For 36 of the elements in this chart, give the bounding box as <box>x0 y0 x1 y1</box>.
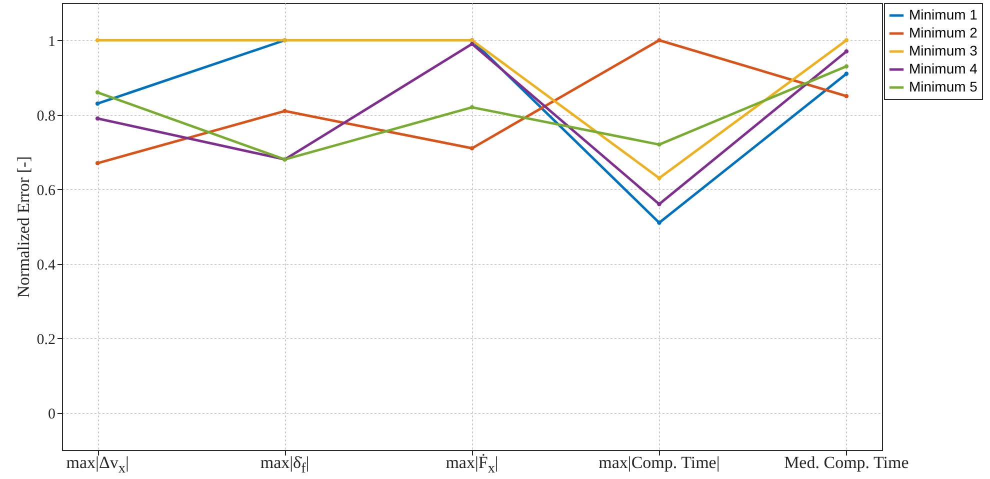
x-tick-label: max|Δv$_{x}$| <box>66 453 129 478</box>
point <box>657 220 662 225</box>
legend-label: Minimum 1 <box>909 6 978 22</box>
point <box>844 94 849 98</box>
y-tick-label: 0.2 <box>36 332 56 348</box>
y-tick-label: 0 <box>48 406 56 422</box>
point <box>657 38 662 42</box>
x-tick-label: max|Comp. Time| <box>598 453 720 473</box>
point <box>95 101 100 106</box>
point <box>844 49 849 54</box>
y-tick-label: 1 <box>48 34 56 50</box>
point <box>657 142 662 147</box>
point <box>657 176 662 180</box>
point <box>470 42 474 46</box>
y-axis-title: Normalized Error [-] <box>14 156 33 298</box>
point <box>95 161 100 166</box>
y-tick-label: 0.4 <box>36 257 56 274</box>
point <box>470 105 474 110</box>
y-tick-label: 0.8 <box>36 108 56 124</box>
point <box>282 108 287 114</box>
legend-label: Minimum 5 <box>909 78 978 94</box>
x-tick-label: Med. Comp. Time <box>784 453 909 473</box>
point <box>844 38 849 42</box>
point <box>95 38 100 42</box>
y-tick-label: 0.6 <box>36 182 56 199</box>
point <box>657 202 662 206</box>
x-tick-label: max|Ḟ$_{x}$| <box>446 453 498 478</box>
legend-label: Minimum 3 <box>909 42 978 58</box>
point <box>470 146 474 150</box>
legend-label: Minimum 2 <box>909 24 978 40</box>
point <box>95 116 100 121</box>
point <box>844 64 849 68</box>
point <box>844 72 849 76</box>
legend-label: Minimum 4 <box>909 60 978 76</box>
point <box>95 90 100 95</box>
x-tick-label: max|δ̇$_{f}$| <box>260 453 310 478</box>
